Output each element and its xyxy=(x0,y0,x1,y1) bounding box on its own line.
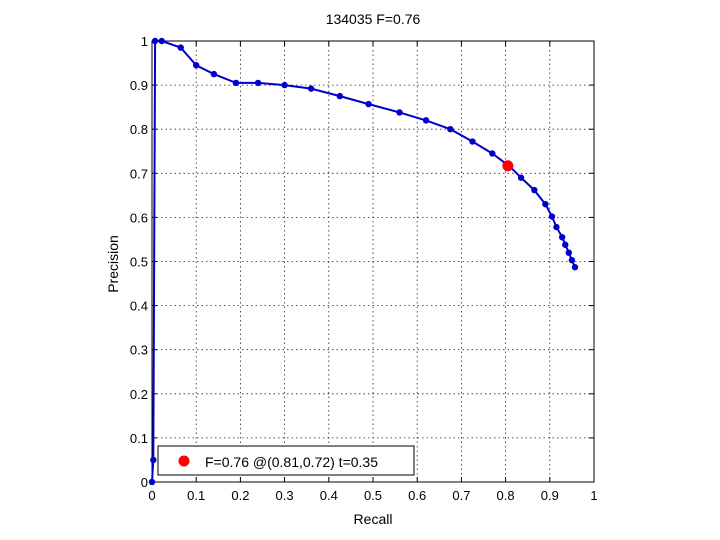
pr-curve-point xyxy=(447,126,454,133)
pr-curve-point xyxy=(210,70,218,78)
pr-curve-point xyxy=(336,92,344,100)
best-f-point xyxy=(502,160,514,172)
pr-curve-point xyxy=(232,79,240,87)
pr-curve-point xyxy=(553,223,560,231)
pr-curve-point xyxy=(548,213,556,220)
x-tick-label: 0.8 xyxy=(497,488,515,503)
y-axis: 0 0.1 0.2 0.3 0.4 0.5 0.6 0.7 0.8 0.9 1 xyxy=(130,34,594,490)
y-tick-label: 0.6 xyxy=(130,210,148,225)
y-tick-label: 0.9 xyxy=(130,78,148,93)
y-tick-label: 1 xyxy=(141,34,148,49)
pr-curve-point xyxy=(489,150,496,157)
pr-curve-point xyxy=(254,79,262,87)
x-tick-label: 0.3 xyxy=(276,488,294,503)
pr-curve-point xyxy=(150,456,157,464)
y-tick-label: 0.1 xyxy=(130,431,148,446)
pr-curve-point xyxy=(469,138,476,145)
pr-curve-point xyxy=(571,264,579,271)
y-tick-label: 0.8 xyxy=(130,122,148,137)
pr-curve-point xyxy=(158,37,165,45)
x-tick-label: 0.2 xyxy=(231,488,249,503)
pr-curve-point xyxy=(307,85,315,92)
y-tick-label: 0.7 xyxy=(130,166,148,181)
legend: F=0.76 @(0.81,0.72) t=0.35 xyxy=(157,445,415,476)
x-tick-label: 0.6 xyxy=(408,488,426,503)
pr-curve-point xyxy=(422,117,430,124)
x-tick-label: 0.1 xyxy=(187,488,205,503)
pr-curve-point xyxy=(542,200,549,208)
y-tick-label: 0.5 xyxy=(130,255,148,270)
pr-curve-point xyxy=(151,37,159,45)
pr-curve-point xyxy=(177,44,184,51)
y-tick-label: 0.2 xyxy=(130,387,148,402)
pr-curve-point xyxy=(517,174,525,181)
x-tick-label: 0.7 xyxy=(452,488,470,503)
x-axis: 0 0.1 0.2 0.3 0.4 0.5 0.6 0.7 0.8 0.9 1 xyxy=(148,41,598,503)
pr-curve-point xyxy=(568,256,576,264)
y-tick-label: 0.4 xyxy=(130,299,148,314)
x-tick-label: 1 xyxy=(590,488,597,503)
series-pr-curve xyxy=(148,37,579,486)
legend-marker xyxy=(178,455,190,467)
x-tick-label: 0.9 xyxy=(541,488,559,503)
pr-curve-point xyxy=(396,109,403,116)
legend-box xyxy=(157,445,415,476)
y-tick-label: 0.3 xyxy=(130,343,148,358)
pr-curve-point xyxy=(281,81,288,89)
pr-curve-point xyxy=(365,100,372,108)
y-axis-label: Precision xyxy=(105,235,121,293)
x-axis-label: Recall xyxy=(354,511,393,527)
pr-curve-point xyxy=(562,241,569,248)
x-tick-label: 0 xyxy=(148,488,155,503)
pr-curve-point xyxy=(558,234,566,241)
pr-curve-point xyxy=(148,478,156,486)
pr-curve-point xyxy=(565,249,573,256)
chart-title: 134035 F=0.76 xyxy=(326,11,421,27)
y-tick-label: 0 xyxy=(141,475,148,490)
x-tick-label: 0.4 xyxy=(320,488,338,503)
pr-curve-point xyxy=(193,62,200,69)
x-tick-label: 0.5 xyxy=(364,488,382,503)
legend-label: F=0.76 @(0.81,0.72) t=0.35 xyxy=(205,454,378,470)
grid xyxy=(152,41,594,482)
pr-curve-point xyxy=(531,186,538,194)
